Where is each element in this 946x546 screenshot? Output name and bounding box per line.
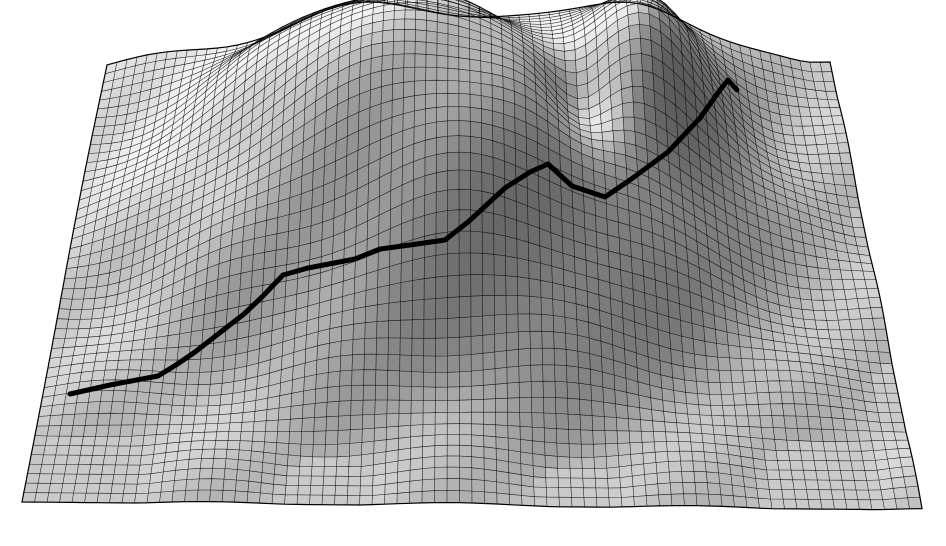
mesh-column (134, 49, 198, 504)
mesh-column (558, 10, 585, 508)
mesh-column (729, 41, 798, 509)
mesh-column (659, 3, 710, 507)
mesh-column (548, 12, 573, 507)
mesh-column (46, 59, 128, 503)
mesh-column (84, 53, 158, 503)
mesh-column (478, 6, 485, 504)
mesh-column (409, 0, 419, 504)
mesh-column (578, 7, 610, 508)
mesh-column (246, 26, 289, 503)
mesh-column (809, 62, 898, 510)
mesh-column (146, 48, 208, 503)
mesh-column (488, 11, 498, 505)
mesh-column (669, 12, 723, 507)
mesh-column (296, 8, 328, 505)
mesh-column (221, 35, 268, 502)
mesh-column (71, 54, 148, 503)
mesh-column (699, 29, 760, 509)
mesh-column (638, 0, 685, 506)
mesh-column (468, 1, 473, 504)
mesh-column (608, 0, 648, 507)
mesh-column (679, 18, 735, 507)
mesh-column (159, 47, 218, 503)
mesh-column (334, 0, 359, 505)
mesh-column (749, 47, 823, 510)
mesh-column (628, 0, 673, 506)
mesh-column (34, 62, 118, 503)
mesh-column (518, 15, 535, 506)
route-path (67, 77, 740, 397)
mesh-column (396, 0, 409, 504)
mesh-column (184, 44, 238, 502)
mesh-column (421, 0, 429, 503)
mesh-column (121, 50, 188, 503)
mesh-column (498, 16, 510, 505)
mesh-column (568, 9, 598, 508)
mesh-column (321, 2, 349, 505)
mesh-column (271, 16, 308, 504)
mesh-column (284, 12, 318, 505)
mesh-column (259, 21, 298, 504)
mesh-column (384, 0, 399, 505)
mesh-column (209, 39, 258, 502)
mesh-column (109, 50, 178, 503)
mesh-column (508, 15, 523, 506)
mesh-column (588, 5, 623, 507)
mesh-column (719, 38, 785, 509)
mesh-column (446, 0, 449, 503)
mesh-column (528, 14, 548, 507)
mesh-column (59, 57, 138, 503)
mesh-column (96, 51, 168, 503)
mesh-column (598, 3, 635, 507)
mesh-column (819, 62, 910, 509)
mesh-column (434, 0, 439, 503)
mesh-column (649, 0, 698, 506)
mesh-column (799, 60, 885, 510)
mesh-column (458, 0, 460, 503)
mesh-column (171, 46, 228, 503)
mesh-column (769, 53, 848, 510)
mesh-column (196, 42, 248, 502)
mesh-column (618, 0, 660, 506)
mesh-column (689, 24, 748, 508)
mesh-column (779, 55, 860, 510)
mesh-column (759, 50, 835, 510)
mesh-column (709, 33, 773, 509)
mesh-column (371, 0, 389, 505)
mesh-column (789, 58, 873, 510)
mesh-column (346, 0, 369, 505)
mesh-column (739, 44, 810, 510)
terrain-outline (21, 1, 923, 511)
mesh-column (359, 0, 379, 506)
